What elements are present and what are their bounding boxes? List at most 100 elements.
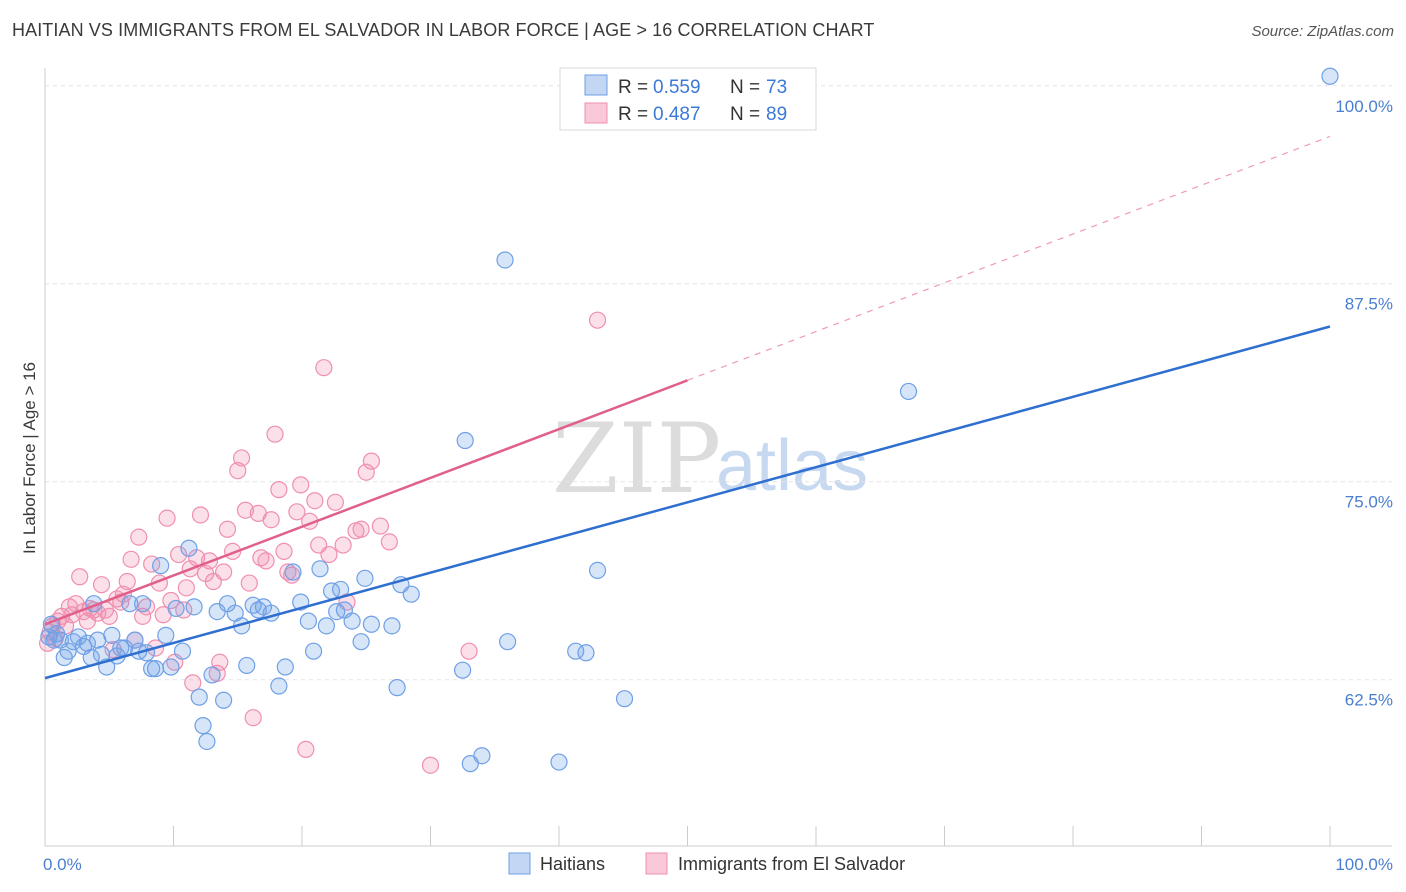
legend-r-label-2: R =	[618, 104, 648, 125]
legend-n-label-1: N =	[730, 77, 760, 98]
haitian-point	[496, 251, 514, 269]
haitian-point	[1321, 67, 1339, 85]
haitian-point	[588, 561, 607, 580]
haitian-point	[59, 642, 77, 660]
haitian-point	[402, 585, 420, 603]
chart-title: HAITIAN VS IMMIGRANTS FROM EL SALVADOR I…	[12, 20, 875, 40]
haitian-point	[126, 631, 144, 649]
haitian-point	[899, 382, 918, 401]
haitian-point	[304, 642, 323, 660]
el-salvador-point	[334, 536, 352, 554]
haitian-point	[103, 626, 121, 644]
haitian-point	[356, 569, 374, 587]
y-tick-label: 100.0%	[1335, 97, 1393, 116]
el-salvador-point	[158, 509, 176, 527]
el-salvador-point	[122, 550, 140, 568]
el-salvador-point	[371, 517, 389, 535]
el-salvador-point	[421, 756, 440, 774]
haitian-point	[167, 599, 185, 618]
haitian-point	[215, 691, 233, 709]
el-salvador-point	[252, 549, 270, 567]
haitian-point	[238, 656, 256, 675]
el-salvador-point	[130, 528, 148, 546]
haitian-point	[203, 666, 221, 684]
legend-r-value-1: 0.559	[653, 77, 701, 98]
bottom-legend-haitians: Haitians	[540, 854, 605, 874]
haitian-point	[185, 598, 203, 616]
haitian-point	[456, 431, 474, 450]
el-salvador-point	[118, 572, 136, 591]
gridlines	[45, 85, 1392, 681]
el-salvador-point	[134, 607, 152, 625]
el-salvador-trend-line	[44, 379, 688, 626]
haitian-point	[78, 634, 97, 652]
legend-r-label-1: R =	[618, 77, 648, 98]
el-salvador-point	[100, 607, 118, 625]
bottom-legend-swatch-haitians	[508, 852, 531, 875]
haitian-point	[362, 615, 380, 633]
legend-n-value-1: 73	[766, 77, 787, 98]
el-salvador-point	[270, 481, 288, 499]
haitian-point	[173, 642, 192, 660]
haitian-point	[180, 539, 198, 557]
haitian-point	[112, 639, 130, 657]
haitian-point	[473, 747, 491, 765]
el-salvador-point	[275, 542, 293, 561]
el-salvador-point	[320, 545, 338, 564]
y-axis-label: In Labor Force | Age > 16	[20, 362, 39, 554]
el-salvador-point	[184, 674, 202, 692]
haitian-point	[317, 617, 336, 635]
el-salvador-point	[211, 653, 229, 671]
x-tick-label: 100.0%	[1335, 855, 1393, 874]
el-salvador-point	[191, 506, 210, 524]
haitian-point	[198, 732, 216, 751]
el-salvador-trend-dashed	[687, 135, 1331, 381]
bottom-legend-el-salvador: Immigrants from El Salvador	[678, 854, 905, 874]
haitian-point	[311, 560, 329, 578]
el-salvador-point	[233, 449, 251, 467]
haitian-point	[190, 688, 208, 706]
el-salvador-point	[215, 563, 233, 581]
el-salvador-point	[71, 568, 89, 586]
watermark-zip: ZIP	[552, 403, 721, 515]
legend-swatch-el-salvador	[584, 102, 608, 124]
haitian-point	[152, 557, 170, 575]
haitian-point	[146, 660, 165, 678]
el-salvador-point	[362, 452, 380, 470]
el-salvador-point	[292, 476, 310, 494]
axes	[44, 68, 1392, 847]
haitian-point	[352, 633, 370, 651]
el-salvador-point	[177, 579, 195, 597]
legend-r-value-2: 0.487	[653, 104, 701, 125]
haitian-point	[383, 617, 401, 635]
x-tick-labels: 0.0% 100.0%	[43, 855, 1393, 874]
el-salvador-point	[236, 501, 255, 519]
bottom-legend: Haitians Immigrants from El Salvador	[508, 852, 905, 875]
haitian-point	[577, 644, 595, 662]
trend-lines	[44, 135, 1331, 680]
el-salvador-points	[38, 311, 607, 774]
el-salvador-point	[170, 545, 188, 564]
source-credit: Source: ZipAtlas.com	[1251, 23, 1394, 40]
haitian-point	[276, 658, 294, 676]
haitian-point	[249, 601, 267, 619]
el-salvador-point	[297, 740, 315, 758]
x-tick-label: 0.0%	[43, 855, 82, 874]
haitian-point	[121, 595, 139, 613]
haitian-point	[343, 612, 361, 630]
haitian-point	[388, 679, 406, 697]
el-salvador-point	[240, 574, 258, 592]
haitian-point	[64, 633, 82, 651]
el-salvador-point	[352, 520, 370, 538]
el-salvador-point	[380, 533, 398, 551]
el-salvador-point	[288, 503, 306, 521]
el-salvador-point	[92, 576, 111, 594]
el-salvador-point	[229, 462, 247, 480]
haitian-trend-line	[44, 325, 1331, 680]
haitian-point	[550, 753, 568, 771]
haitian-point	[69, 628, 88, 646]
el-salvador-point	[244, 709, 262, 727]
el-salvador-point	[262, 511, 280, 529]
bottom-legend-swatch-el-salvador	[645, 852, 668, 875]
